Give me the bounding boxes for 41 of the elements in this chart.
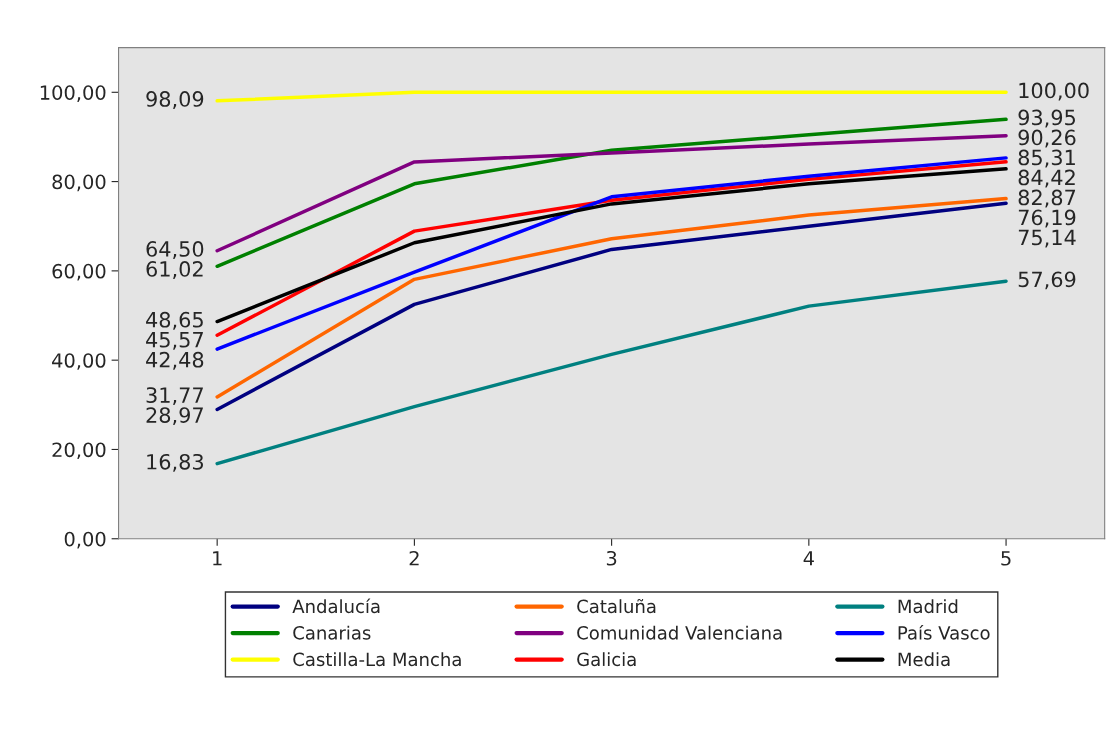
data-label: 45,57 xyxy=(146,332,203,350)
data-label: 28,97 xyxy=(146,407,203,426)
y-tick-label: 100,00 xyxy=(40,85,106,102)
y-tick-label: 60,00 xyxy=(52,263,106,281)
x-tick-label: 2 xyxy=(409,550,419,566)
data-label: 100,00 xyxy=(1019,82,1089,101)
data-label: 90,26 xyxy=(1018,129,1076,148)
data-label: 85,31 xyxy=(1018,149,1075,168)
legend-label: Galicia xyxy=(577,652,636,667)
legend-label: Media xyxy=(898,652,950,667)
data-label: 64,50 xyxy=(146,241,204,259)
x-tick-label: 1 xyxy=(213,551,222,566)
data-label: 82,87 xyxy=(1018,189,1076,208)
legend-label: Madrid xyxy=(898,599,958,614)
legend-label: Comunidad Valenciana xyxy=(577,625,782,640)
legend-label: Canarias xyxy=(293,625,371,640)
y-tick-label: 40,00 xyxy=(52,353,106,370)
data-label: 57,69 xyxy=(1018,271,1076,290)
y-tick-label: 0,00 xyxy=(64,531,106,549)
legend-label: Cataluña xyxy=(577,598,656,614)
line-series xyxy=(215,134,1008,253)
y-tick-label: 80,00 xyxy=(52,174,106,192)
data-label: 31,77 xyxy=(146,387,203,406)
data-label: 61,02 xyxy=(146,261,203,279)
x-tick-label: 4 xyxy=(803,551,814,566)
x-tick-label: 3 xyxy=(606,550,617,566)
legend-label: Andalucía xyxy=(292,598,380,614)
data-label: 76,19 xyxy=(1018,209,1076,228)
legend-label: País Vasco xyxy=(898,624,990,640)
data-label: 16,83 xyxy=(147,453,203,472)
y-tick-label: 20,00 xyxy=(52,442,106,460)
x-tick-label: 5 xyxy=(1001,551,1011,566)
data-label: 75,14 xyxy=(1018,229,1076,248)
data-label: 98,09 xyxy=(146,91,204,109)
data-label: 84,42 xyxy=(1018,169,1075,188)
data-label: 48,65 xyxy=(146,311,203,330)
data-label: 93,95 xyxy=(1018,109,1075,128)
data-label: 42,48 xyxy=(146,351,204,370)
line-series xyxy=(215,117,1008,269)
line-series xyxy=(215,279,1008,466)
legend-label: Castilla-La Mancha xyxy=(293,652,461,667)
